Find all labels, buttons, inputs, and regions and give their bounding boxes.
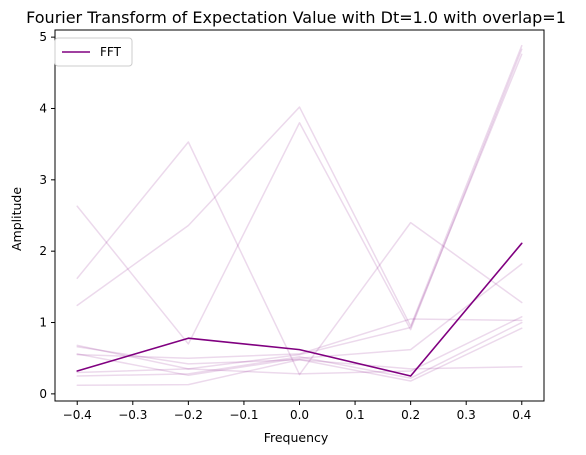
x-tick-label: 0.3 [457, 408, 476, 422]
series-line-trial-1 [76, 48, 523, 345]
series-line-fft [76, 242, 523, 377]
series-line-trial-10 [76, 321, 523, 379]
faint-series-group [76, 44, 523, 387]
series-line-trial-8 [76, 316, 523, 375]
y-tick-label: 3 [39, 173, 47, 187]
main-series-group [76, 242, 523, 377]
series-line-trial-4 [76, 53, 523, 370]
x-tick-label: 0.4 [512, 408, 531, 422]
x-axis-label: Frequency [264, 430, 329, 445]
x-tick-label: 0.2 [401, 408, 420, 422]
legend: FFT [54, 37, 133, 67]
x-tick-label: 0.0 [290, 408, 309, 422]
y-tick-label: 1 [39, 316, 47, 330]
x-tick-label: 0.1 [346, 408, 365, 422]
x-tick-label: −0.3 [118, 408, 147, 422]
y-tick-label: 2 [39, 244, 47, 258]
series-line-trial-5 [76, 263, 523, 377]
x-tick-label: −0.2 [174, 408, 203, 422]
series-line-trial-7 [76, 327, 523, 382]
x-tick-label: −0.1 [229, 408, 258, 422]
legend-label-fft: FFT [100, 45, 122, 59]
series-line-trial-3 [76, 44, 523, 327]
y-axis-label: Amplitude [9, 187, 24, 251]
y-tick-label: 4 [39, 101, 47, 115]
legend-box [54, 37, 133, 67]
series-line-trial-9 [76, 358, 523, 387]
y-tick-label: 5 [39, 30, 47, 44]
x-axis-ticks: −0.4 −0.3 −0.2 −0.1 0.0 0.1 0.2 0.3 0.4 [63, 401, 531, 422]
x-tick-label: −0.4 [63, 408, 92, 422]
chart-title: Fourier Transform of Expectation Value w… [26, 8, 566, 27]
series-line-trial-2 [76, 141, 523, 376]
y-axis-ticks: 0 1 2 3 4 5 [39, 30, 55, 401]
y-tick-label: 0 [39, 387, 47, 401]
series-line-trial-6 [76, 318, 523, 359]
